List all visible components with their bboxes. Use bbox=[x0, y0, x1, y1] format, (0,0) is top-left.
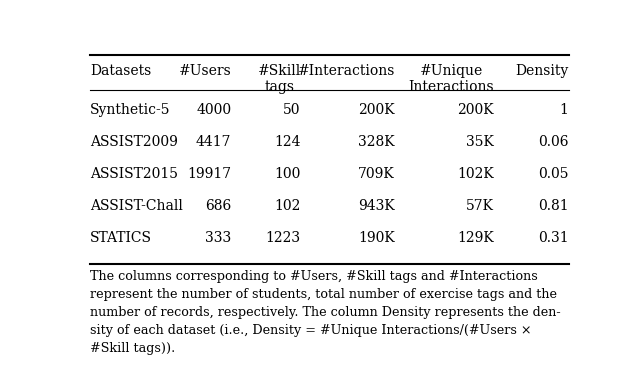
Text: 50: 50 bbox=[284, 103, 301, 117]
Text: 709K: 709K bbox=[358, 167, 395, 181]
Text: 0.05: 0.05 bbox=[538, 167, 568, 181]
Text: 686: 686 bbox=[205, 199, 231, 213]
Text: 200K: 200K bbox=[358, 103, 395, 117]
Text: 0.81: 0.81 bbox=[538, 199, 568, 213]
Text: 102: 102 bbox=[275, 199, 301, 213]
Text: 0.06: 0.06 bbox=[538, 135, 568, 149]
Text: #Interactions: #Interactions bbox=[298, 64, 395, 78]
Text: ASSIST-Chall: ASSIST-Chall bbox=[90, 199, 183, 213]
Text: ASSIST2009: ASSIST2009 bbox=[90, 135, 178, 149]
Text: 100: 100 bbox=[275, 167, 301, 181]
Text: 35K: 35K bbox=[467, 135, 494, 149]
Text: #Users: #Users bbox=[179, 64, 231, 78]
Text: STATICS: STATICS bbox=[90, 231, 152, 245]
Text: Synthetic-5: Synthetic-5 bbox=[90, 103, 170, 117]
Text: 19917: 19917 bbox=[187, 167, 231, 181]
Text: 1: 1 bbox=[560, 103, 568, 117]
Text: 102K: 102K bbox=[458, 167, 494, 181]
Text: 190K: 190K bbox=[358, 231, 395, 245]
Text: 333: 333 bbox=[205, 231, 231, 245]
Text: Datasets: Datasets bbox=[90, 64, 151, 78]
Text: #Skill
tags: #Skill tags bbox=[257, 64, 301, 94]
Text: 129K: 129K bbox=[458, 231, 494, 245]
Text: Density: Density bbox=[515, 64, 568, 78]
Text: 57K: 57K bbox=[466, 199, 494, 213]
Text: 124: 124 bbox=[274, 135, 301, 149]
Text: 0.31: 0.31 bbox=[538, 231, 568, 245]
Text: 4000: 4000 bbox=[196, 103, 231, 117]
Text: 328K: 328K bbox=[358, 135, 395, 149]
Text: 1223: 1223 bbox=[266, 231, 301, 245]
Text: The columns corresponding to #Users, #Skill tags and #Interactions
represent the: The columns corresponding to #Users, #Sk… bbox=[90, 270, 561, 355]
Text: ASSIST2015: ASSIST2015 bbox=[90, 167, 178, 181]
Text: 943K: 943K bbox=[358, 199, 395, 213]
Text: #Unique
Interactions: #Unique Interactions bbox=[408, 64, 494, 94]
Text: 200K: 200K bbox=[458, 103, 494, 117]
Text: 4417: 4417 bbox=[196, 135, 231, 149]
